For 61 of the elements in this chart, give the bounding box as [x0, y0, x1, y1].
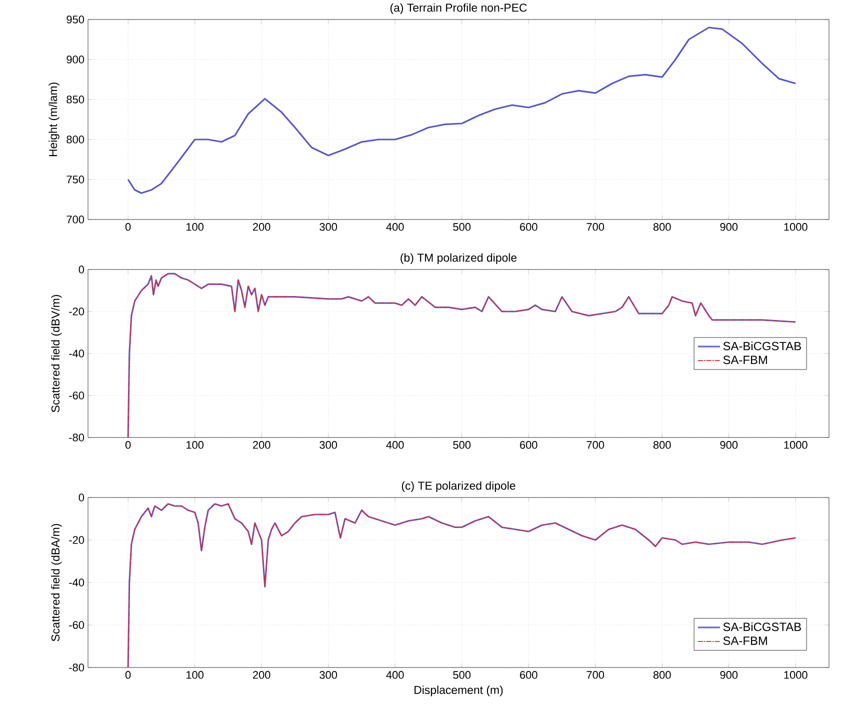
y-tick-label: 800 — [66, 136, 84, 144]
y-tick-label: -80 — [69, 434, 84, 442]
x-tick-label: 800 — [653, 441, 671, 450]
y-tick-label: 750 — [66, 176, 84, 184]
x-axis-title: Displacement (m) — [414, 686, 503, 697]
y-tick-label: 950 — [66, 16, 84, 24]
y-axis-title: Scattered field (dBV/m) — [51, 295, 62, 412]
x-tick-label: 1000 — [784, 671, 808, 680]
x-tick-label: 400 — [386, 441, 404, 450]
x-tick-label: 0 — [125, 671, 131, 680]
x-tick-label: 400 — [386, 671, 404, 680]
x-tick-label: 100 — [186, 671, 204, 680]
x-tick-label: 200 — [252, 223, 270, 232]
x-tick-label: 700 — [586, 441, 604, 450]
x-tick-label: 400 — [386, 223, 404, 232]
y-axis-title: Scattered field (dBA/m) — [51, 524, 62, 642]
x-tick-label: 600 — [520, 223, 538, 232]
legend-label: SA-BiCGSTAB — [723, 342, 801, 351]
legend-label: SA-FBM — [723, 356, 767, 364]
line-series — [127, 26, 796, 194]
y-tick-label: -20 — [69, 536, 84, 544]
x-tick-label: 500 — [453, 223, 471, 232]
x-tick-label: 600 — [520, 441, 538, 450]
y-tick-label: -40 — [69, 350, 84, 358]
y-tick-label: 0 — [78, 266, 84, 274]
x-tick-label: 900 — [720, 671, 738, 680]
x-tick-label: 900 — [720, 441, 738, 450]
x-tick-label: 600 — [520, 671, 538, 680]
x-tick-label: 900 — [720, 223, 738, 232]
x-tick-label: 300 — [320, 223, 338, 232]
x-tick-label: 0 — [125, 441, 131, 450]
y-tick-label: -60 — [69, 621, 84, 630]
x-tick-label: 100 — [186, 441, 204, 450]
x-tick-label: 300 — [320, 671, 338, 680]
x-tick-label: 300 — [320, 441, 338, 450]
y-tick-label: 700 — [66, 216, 84, 224]
x-tick-label: 200 — [252, 441, 270, 450]
y-tick-label: -80 — [69, 664, 84, 672]
x-tick-label: 1000 — [784, 441, 808, 450]
y-axis-title: Height (m/lam) — [48, 82, 60, 156]
chart-title: (a) Terrain Profile non-PEC — [390, 4, 527, 14]
y-tick-label: 900 — [66, 56, 84, 64]
x-tick-label: 800 — [653, 223, 671, 232]
x-tick-label: 700 — [586, 223, 604, 232]
x-tick-label: 100 — [186, 223, 204, 232]
y-tick-label: -60 — [69, 392, 84, 400]
chart-title: (c) TE polarized dipole — [402, 482, 516, 492]
x-tick-label: 200 — [252, 671, 270, 680]
y-tick-label: 0 — [78, 494, 84, 502]
x-tick-label: 1000 — [784, 223, 808, 232]
x-tick-label: 500 — [453, 441, 471, 450]
legend-label: SA-BiCGSTAB — [723, 622, 801, 632]
x-tick-label: 0 — [125, 223, 131, 232]
x-tick-label: 800 — [653, 671, 671, 680]
x-tick-label: 500 — [453, 671, 471, 680]
legend-label: SA-FBM — [723, 636, 767, 646]
y-tick-label: 850 — [66, 96, 84, 104]
y-tick-label: -20 — [69, 308, 84, 316]
x-tick-label: 700 — [586, 671, 604, 680]
chart-title: (b) TM polarized dipole — [400, 254, 517, 264]
y-tick-label: -40 — [69, 578, 84, 587]
